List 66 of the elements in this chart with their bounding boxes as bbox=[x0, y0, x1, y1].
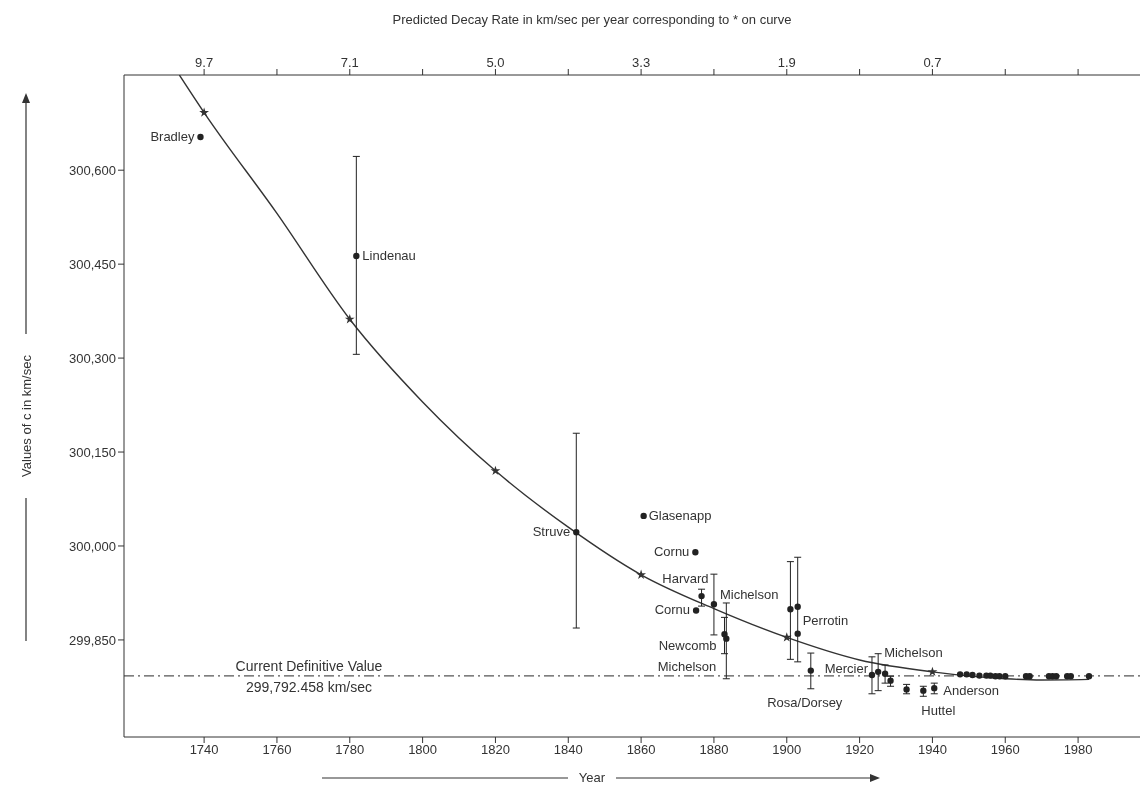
x-tick-label: 1760 bbox=[262, 742, 292, 758]
x-tick-label: 1960 bbox=[990, 742, 1020, 758]
text: 0.7 bbox=[923, 55, 942, 70]
point bbox=[996, 673, 1003, 680]
x-tick-label: 1900 bbox=[772, 742, 802, 758]
annotation: Huttel bbox=[921, 702, 956, 718]
x-tick-label: 1820 bbox=[480, 742, 510, 758]
y-tick-label: 300,600 bbox=[69, 162, 116, 178]
point bbox=[1085, 673, 1093, 680]
point bbox=[692, 549, 699, 556]
annotation: Mercier bbox=[824, 661, 869, 676]
point bbox=[1026, 673, 1033, 680]
point bbox=[692, 607, 700, 614]
annotation: Perrotin bbox=[802, 612, 849, 628]
y-tick-label: 300,150 bbox=[69, 444, 116, 460]
x-tick-label: 1860 bbox=[626, 742, 656, 758]
x-axis-title: Year bbox=[578, 770, 606, 785]
y-axis-title: Values of c in km/sec bbox=[18, 354, 34, 477]
point bbox=[197, 133, 204, 141]
y-tick-label: 299,850 bbox=[69, 632, 116, 648]
point bbox=[1002, 673, 1009, 680]
annotation: Rosa/Dorsey bbox=[767, 694, 843, 710]
text: 5.0 bbox=[486, 55, 505, 70]
point bbox=[344, 314, 355, 324]
annotation: Harvard bbox=[662, 571, 709, 587]
point bbox=[956, 671, 964, 678]
point bbox=[781, 632, 792, 642]
annotation: Glasenapp bbox=[648, 507, 712, 523]
x-tick-label: 1940 bbox=[917, 742, 947, 758]
point bbox=[927, 666, 938, 677]
text: 7.1 bbox=[340, 55, 359, 70]
annotation: Anderson bbox=[943, 683, 999, 699]
y-tick-label: 300,300 bbox=[69, 350, 116, 366]
annotation: Struve bbox=[532, 524, 571, 540]
annotation: Michelson bbox=[884, 644, 943, 660]
annotation: Michelson bbox=[719, 587, 779, 603]
x-tick-label: 1920 bbox=[845, 742, 875, 758]
x-tick-label: 1980 bbox=[1063, 742, 1093, 758]
annotation: Lindenau bbox=[362, 248, 416, 263]
x-tick-label: 1780 bbox=[335, 742, 365, 758]
x2-axis-title: Predicted Decay Rate in km/sec per year corresponding to * on curve bbox=[392, 12, 792, 27]
annotation: Newcomb bbox=[658, 638, 717, 654]
point bbox=[640, 512, 647, 520]
text: 3.3 bbox=[632, 55, 651, 70]
text: 9.7 bbox=[195, 55, 214, 70]
x-tick-label: 1800 bbox=[408, 742, 438, 758]
annotation: Bradley bbox=[150, 129, 195, 144]
x-tick-label: 1840 bbox=[553, 742, 583, 758]
point bbox=[976, 672, 983, 679]
point bbox=[794, 630, 801, 637]
ref-line-label: Current Definitive Value 299,792.458 km/sec bbox=[235, 657, 383, 695]
point bbox=[199, 107, 210, 117]
point bbox=[636, 569, 647, 579]
x-tick-label: 1880 bbox=[699, 742, 729, 758]
text: 1.9 bbox=[777, 55, 796, 70]
y-tick-label: 300,450 bbox=[69, 256, 116, 272]
x-tick-label: 1740 bbox=[189, 742, 219, 758]
y-tick-label: 300,000 bbox=[69, 538, 116, 554]
point bbox=[963, 671, 970, 678]
annotation: Cornu bbox=[654, 602, 691, 618]
point bbox=[1053, 673, 1060, 680]
point bbox=[969, 671, 976, 679]
annotation: Michelson bbox=[657, 658, 717, 674]
annotation: Cornu bbox=[653, 544, 690, 560]
point bbox=[698, 592, 705, 600]
point bbox=[490, 465, 501, 475]
